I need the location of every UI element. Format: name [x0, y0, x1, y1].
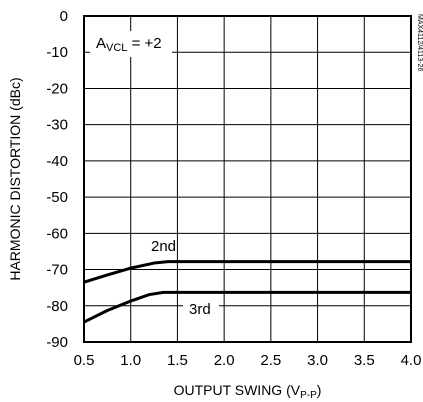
x-tick-labels: 0.5 1.0 1.5 2.0 2.5 3.0 3.5 4.0 [74, 352, 422, 369]
series-label-3rd: 3rd [189, 301, 211, 318]
series-line-2nd [83, 260, 411, 284]
x-tick-label: 3.5 [354, 352, 375, 369]
gain-annotation: AVCL = +2 [96, 35, 162, 54]
x-tick-label: 2.0 [214, 352, 235, 369]
y-tick-label: -60 [46, 225, 68, 242]
y-tick-label: -70 [46, 262, 68, 279]
series-label-2nd: 2nd [151, 238, 176, 255]
x-axis-title-end: ) [317, 382, 322, 398]
y-tick-label: 0 [60, 8, 68, 25]
x-tick-label: 1.5 [167, 352, 188, 369]
x-tick-label: 3.0 [307, 352, 328, 369]
y-tick-label: -30 [46, 117, 68, 134]
y-axis-title: HARMONIC DISTORTION (dBc) [7, 77, 23, 280]
x-axis-title-sub: P-P [300, 390, 317, 401]
x-axis-title-main: OUTPUT SWING (V [174, 382, 301, 398]
y-tick-label: -90 [46, 334, 68, 351]
x-tick-label: 2.5 [260, 352, 281, 369]
y-tick-label: -10 [46, 44, 68, 61]
plot-frame [83, 15, 412, 343]
annotation-background [90, 31, 172, 57]
gain-annotation-main: A [96, 35, 106, 52]
x-tick-label: 4.0 [401, 352, 422, 369]
y-tick-label: -50 [46, 189, 68, 206]
y-tick-label: -20 [46, 80, 68, 97]
series-line-3rd [83, 290, 411, 324]
y-tick-label: -40 [46, 153, 68, 170]
y-tick-label: -80 [46, 298, 68, 315]
part-number-label: MAX4112/4113-26 [416, 14, 423, 71]
x-tick-label: 0.5 [74, 352, 95, 369]
gain-annotation-rest: = +2 [127, 35, 161, 52]
gain-annotation-sub: VCL [106, 42, 127, 54]
series-label-3rd-background [183, 297, 219, 319]
x-axis-title: OUTPUT SWING (VP-P) [174, 382, 322, 401]
x-tick-label: 1.0 [120, 352, 141, 369]
y-tick-labels: 0 -10 -20 -30 -40 -50 -60 -70 -80 -90 [46, 8, 68, 351]
series-lines [83, 31, 411, 324]
